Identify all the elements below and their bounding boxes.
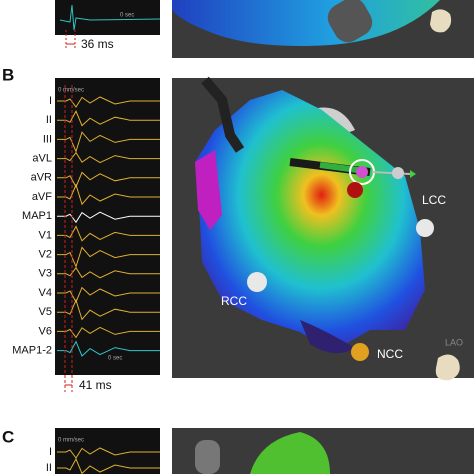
panel-label: B (2, 65, 14, 84)
landmark-label: LCC (422, 193, 446, 207)
lead-label: V6 (39, 325, 52, 337)
map-region (300, 320, 355, 354)
vector-marker (392, 167, 404, 179)
lead-label: aVF (32, 191, 52, 203)
lead-label: V1 (39, 229, 52, 241)
orientation-heart (430, 9, 452, 33)
catheter (327, 0, 373, 43)
trace (57, 326, 160, 339)
trace (57, 225, 160, 242)
lead-label: II (46, 462, 52, 474)
interval-label: 36 ms (81, 37, 114, 51)
orientation-heart (435, 354, 460, 381)
trace (57, 298, 160, 321)
landmark (416, 219, 434, 237)
lead-label: III (43, 133, 52, 145)
landmark-label: NCC (377, 347, 403, 361)
map-surface (250, 432, 330, 474)
time-label: 0 sec (120, 13, 134, 19)
ablation-point (347, 182, 363, 198)
trace (57, 286, 160, 304)
trace (57, 131, 160, 153)
lead-label: aVR (31, 172, 52, 184)
lead-label: V4 (39, 287, 52, 299)
catheter (201, 76, 245, 153)
lead-label: V5 (39, 306, 52, 318)
trace (57, 96, 160, 108)
landmark (247, 272, 267, 292)
lead-label: I (49, 446, 52, 458)
panel-label: C (2, 427, 14, 446)
lead-label: MAP1-2 (12, 345, 52, 357)
time-label: 0 sec (108, 356, 122, 362)
speed-label: 0 mm/sec (58, 88, 84, 94)
view-label: LAO (445, 337, 463, 347)
vector-head (410, 170, 416, 178)
trace (57, 340, 160, 357)
trace (57, 457, 160, 474)
trace (57, 110, 160, 127)
map-surface (172, 0, 440, 46)
trace (57, 266, 160, 279)
map-region (195, 150, 222, 230)
interval-label: 41 ms (79, 378, 112, 392)
trace (57, 171, 160, 188)
trace (57, 447, 160, 459)
lead-label: aVL (32, 153, 52, 165)
lead-label: V2 (39, 249, 52, 261)
trace (57, 151, 160, 164)
landmark (351, 343, 369, 361)
trace (57, 211, 160, 224)
landmark-label: RCC (221, 294, 247, 308)
lead-label: V3 (39, 268, 52, 280)
tip-marker (356, 166, 368, 178)
lead-label: MAP1 (22, 210, 52, 222)
catheter (195, 440, 220, 474)
trace (57, 183, 160, 206)
lead-label: I (49, 95, 52, 107)
lead-label: II (46, 114, 52, 126)
speed-label: 0 mm/sec (58, 438, 84, 444)
trace (59, 4, 161, 31)
trace (57, 246, 160, 269)
